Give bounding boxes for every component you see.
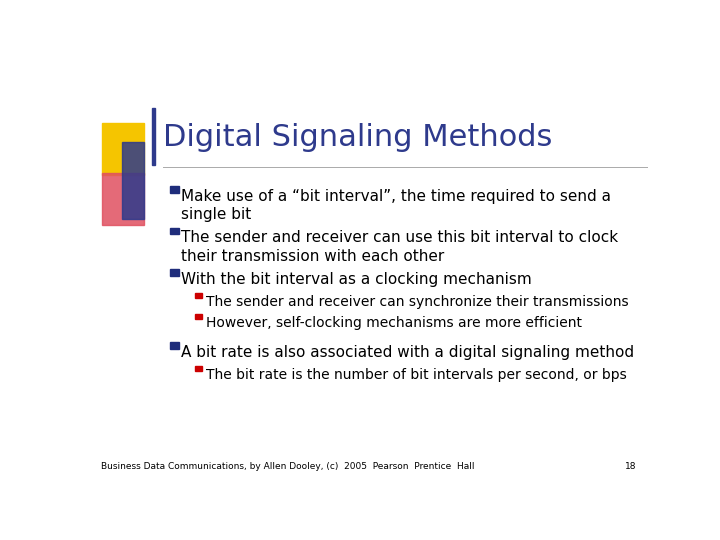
Text: The sender and receiver can synchronize their transmissions: The sender and receiver can synchronize … xyxy=(206,295,629,309)
Bar xyxy=(102,123,144,175)
Text: With the bit interval as a clocking mechanism: With the bit interval as a clocking mech… xyxy=(181,272,531,287)
Text: Business Data Communications, by Allen Dooley, (c)  2005  Pearson  Prentice  Hal: Business Data Communications, by Allen D… xyxy=(101,462,474,471)
Bar xyxy=(170,228,179,234)
Bar xyxy=(195,314,202,319)
Text: Make use of a “bit interval”, the time required to send a
single bit: Make use of a “bit interval”, the time r… xyxy=(181,189,611,222)
Text: Digital Signaling Methods: Digital Signaling Methods xyxy=(163,123,552,152)
Bar xyxy=(153,109,156,165)
Text: 18: 18 xyxy=(626,462,637,471)
Text: However, self-clocking mechanisms are more efficient: However, self-clocking mechanisms are mo… xyxy=(206,316,582,330)
Bar xyxy=(195,366,202,371)
Bar xyxy=(102,173,144,225)
Bar xyxy=(170,186,179,193)
Bar xyxy=(195,293,202,298)
Bar xyxy=(170,342,179,349)
Text: The sender and receiver can use this bit interval to clock
their transmission wi: The sender and receiver can use this bit… xyxy=(181,231,618,264)
Text: A bit rate is also associated with a digital signaling method: A bit rate is also associated with a dig… xyxy=(181,345,634,360)
Text: The bit rate is the number of bit intervals per second, or bps: The bit rate is the number of bit interv… xyxy=(206,368,627,382)
Bar xyxy=(122,141,143,219)
Bar xyxy=(170,269,179,276)
